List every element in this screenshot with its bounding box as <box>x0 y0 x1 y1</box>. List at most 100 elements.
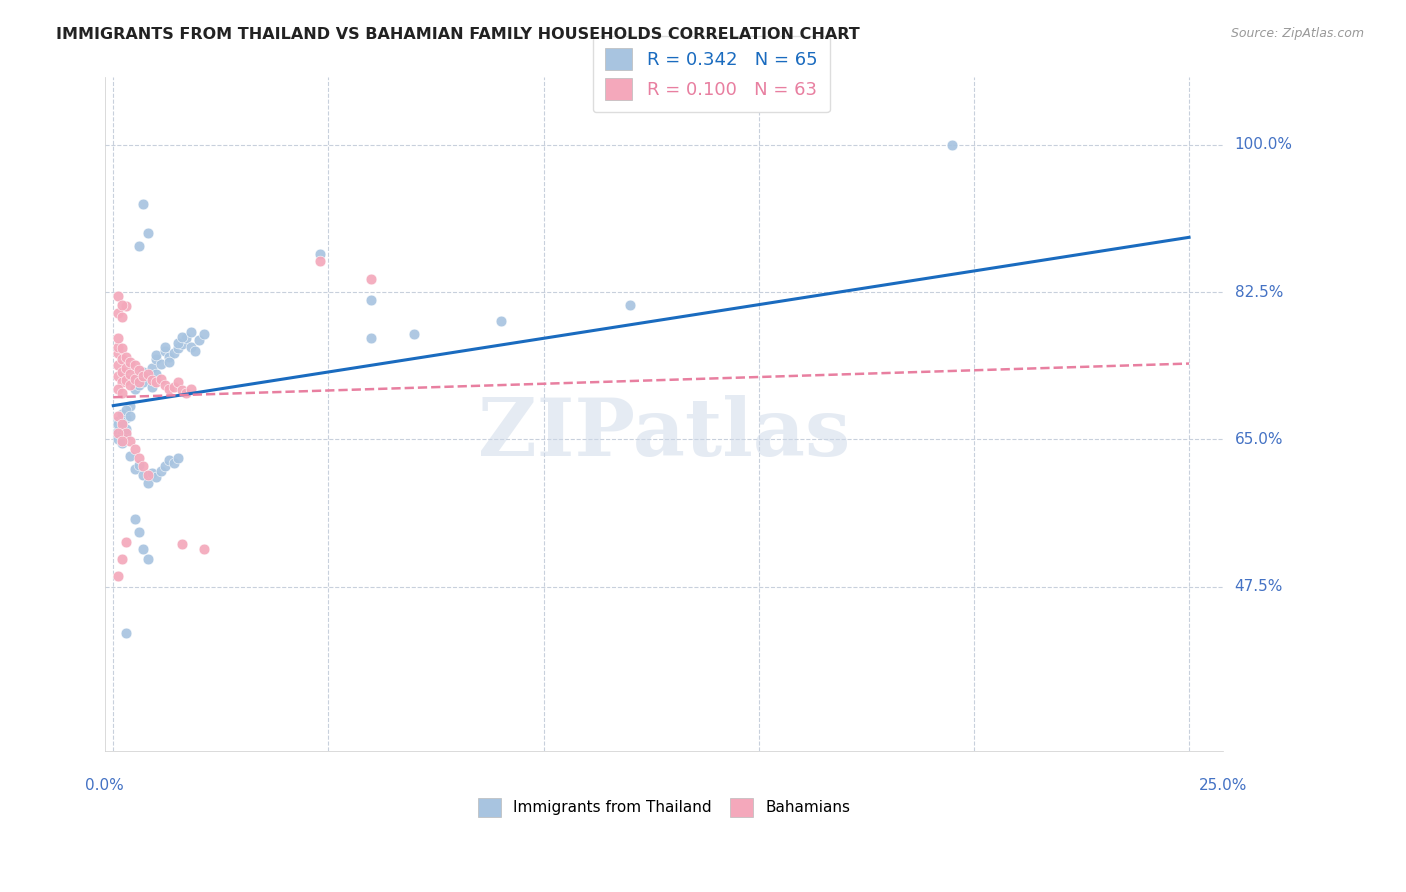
Point <box>115 299 138 313</box>
Point <box>153 343 176 358</box>
Point <box>172 329 194 343</box>
Point <box>115 428 138 442</box>
Point <box>136 476 159 491</box>
Text: 82.5%: 82.5% <box>1234 285 1282 300</box>
Point <box>145 375 167 389</box>
Point <box>107 289 129 303</box>
Point <box>132 459 155 474</box>
Point <box>111 551 134 566</box>
Point <box>128 363 150 377</box>
Point <box>180 325 202 339</box>
Point <box>107 409 129 423</box>
Point <box>107 568 129 582</box>
Point <box>107 414 129 428</box>
Text: IMMIGRANTS FROM THAILAND VS BAHAMIAN FAMILY HOUSEHOLDS CORRELATION CHART: IMMIGRANTS FROM THAILAND VS BAHAMIAN FAM… <box>56 27 860 42</box>
Point <box>136 551 159 566</box>
Point <box>120 367 142 381</box>
Point <box>166 335 188 350</box>
Point <box>115 625 138 640</box>
Point <box>308 253 330 268</box>
Point <box>162 456 184 470</box>
Point <box>172 384 194 398</box>
Point <box>111 310 134 325</box>
Point <box>120 399 142 413</box>
Point <box>107 346 129 360</box>
Point <box>128 238 150 252</box>
Text: Source: ZipAtlas.com: Source: ZipAtlas.com <box>1230 27 1364 40</box>
Point <box>111 417 134 431</box>
Point <box>157 382 180 396</box>
Point <box>111 365 134 379</box>
Point <box>141 360 163 375</box>
Point <box>193 541 215 556</box>
Point <box>107 358 129 372</box>
Point <box>180 340 202 354</box>
Point <box>162 380 184 394</box>
Point <box>145 470 167 484</box>
Point <box>176 331 198 345</box>
Point <box>124 512 146 526</box>
Point <box>124 461 146 475</box>
Point <box>141 466 163 480</box>
Text: 47.5%: 47.5% <box>1234 579 1282 594</box>
Point <box>153 377 176 392</box>
Point <box>115 402 138 417</box>
Point <box>111 342 134 356</box>
Point <box>115 360 138 375</box>
Point <box>136 369 159 384</box>
Point <box>157 453 180 467</box>
Point <box>124 382 146 396</box>
Point <box>115 422 138 436</box>
Point <box>149 464 172 478</box>
Point <box>107 424 129 438</box>
Point <box>111 375 134 389</box>
Point <box>107 425 129 440</box>
Point <box>111 434 134 448</box>
Point <box>107 306 129 320</box>
Point <box>153 340 176 354</box>
Point <box>360 331 382 345</box>
Point <box>136 467 159 482</box>
Point <box>149 357 172 371</box>
Point <box>128 524 150 539</box>
Point <box>120 377 142 392</box>
Point <box>149 372 172 386</box>
Point <box>619 298 641 312</box>
Legend: Immigrants from Thailand, Bahamians: Immigrants from Thailand, Bahamians <box>472 792 856 822</box>
Point <box>111 416 134 430</box>
Point <box>115 425 138 440</box>
Point <box>166 450 188 465</box>
Text: 25.0%: 25.0% <box>1199 779 1247 793</box>
Point <box>141 373 163 387</box>
Point <box>111 386 134 401</box>
Point <box>128 375 150 389</box>
Point <box>128 450 150 465</box>
Point <box>107 369 129 384</box>
Point <box>193 327 215 342</box>
Point <box>172 337 194 351</box>
Point <box>124 442 146 457</box>
Point <box>172 537 194 551</box>
Point <box>145 352 167 367</box>
Point <box>162 346 184 360</box>
Point <box>132 369 155 384</box>
Point <box>124 372 146 386</box>
Point <box>128 377 150 392</box>
Point <box>115 350 138 364</box>
Point <box>124 358 146 372</box>
Point <box>145 348 167 362</box>
Point <box>132 375 155 389</box>
Text: ZIPatlas: ZIPatlas <box>478 395 851 474</box>
Point <box>107 340 129 354</box>
Point <box>111 407 134 421</box>
Point <box>489 314 512 328</box>
Point <box>120 434 142 448</box>
Point <box>120 409 142 423</box>
Point <box>107 331 129 345</box>
Point <box>111 425 134 440</box>
Point <box>166 375 188 389</box>
Point <box>141 380 163 394</box>
Point <box>115 535 138 549</box>
Point <box>153 459 176 474</box>
Point <box>107 432 129 446</box>
